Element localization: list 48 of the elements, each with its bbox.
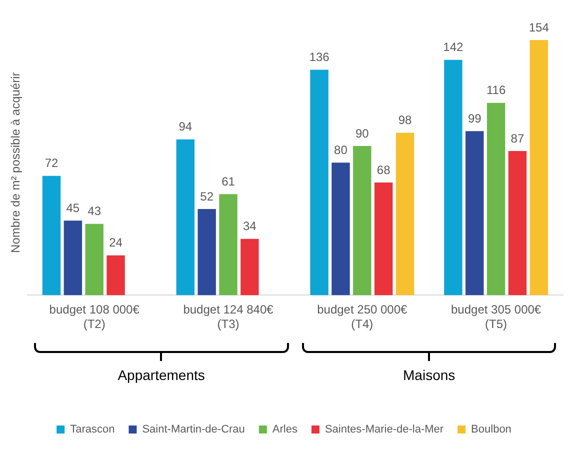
data-label: 80 bbox=[334, 142, 348, 157]
data-label: 136 bbox=[309, 50, 330, 64]
data-label: 68 bbox=[376, 162, 391, 177]
legend-label: Tarascon bbox=[70, 424, 115, 436]
y-axis-title: Nombre de m² possible à acquérir bbox=[8, 72, 23, 253]
x-tick-label: budget 250 000€ (T4) bbox=[317, 302, 408, 332]
data-label: 98 bbox=[398, 113, 412, 128]
bar bbox=[530, 40, 548, 296]
bar bbox=[466, 131, 484, 296]
bar bbox=[176, 139, 195, 296]
bar bbox=[198, 209, 216, 296]
x-tick-label: budget 305 000€ (T5) bbox=[451, 302, 542, 332]
x-tick-label: budget 108 000€ (T2) bbox=[49, 302, 140, 332]
bar bbox=[332, 162, 350, 296]
data-label: 142 bbox=[443, 40, 464, 54]
legend-label: Saintes-Marie-de-la-Mer bbox=[324, 424, 444, 436]
data-label: 45 bbox=[66, 200, 80, 215]
data-label: 43 bbox=[88, 204, 102, 218]
data-label: 34 bbox=[242, 219, 257, 234]
bar bbox=[374, 182, 393, 296]
data-label: 154 bbox=[528, 20, 550, 34]
bar bbox=[508, 151, 527, 296]
bar bbox=[486, 102, 506, 296]
bar bbox=[85, 224, 104, 296]
legend-label: Boulbon bbox=[471, 424, 512, 436]
legend-label: Arles bbox=[272, 424, 298, 436]
bar bbox=[240, 238, 259, 296]
bar bbox=[64, 220, 82, 296]
bar bbox=[444, 60, 462, 296]
data-label: 87 bbox=[510, 131, 524, 146]
bar bbox=[396, 132, 414, 296]
legend-label: Saint-Martin-de-Crau bbox=[142, 424, 245, 436]
bar bbox=[219, 194, 238, 296]
bar bbox=[310, 70, 328, 296]
data-label: 116 bbox=[486, 83, 506, 98]
bar bbox=[106, 255, 125, 296]
data-label: 24 bbox=[109, 236, 123, 250]
data-label: 61 bbox=[222, 174, 236, 188]
x-tick-label: budget 124 840€ (T3) bbox=[183, 302, 274, 332]
text: Appartements bbox=[118, 367, 205, 384]
data-label: 90 bbox=[355, 126, 370, 140]
bar bbox=[42, 176, 61, 296]
data-label: 72 bbox=[44, 156, 58, 170]
data-label: 99 bbox=[468, 111, 482, 126]
text: Maisons bbox=[403, 367, 456, 384]
data-label: 52 bbox=[200, 189, 214, 204]
data-label: 94 bbox=[178, 120, 192, 134]
bar bbox=[353, 146, 372, 296]
